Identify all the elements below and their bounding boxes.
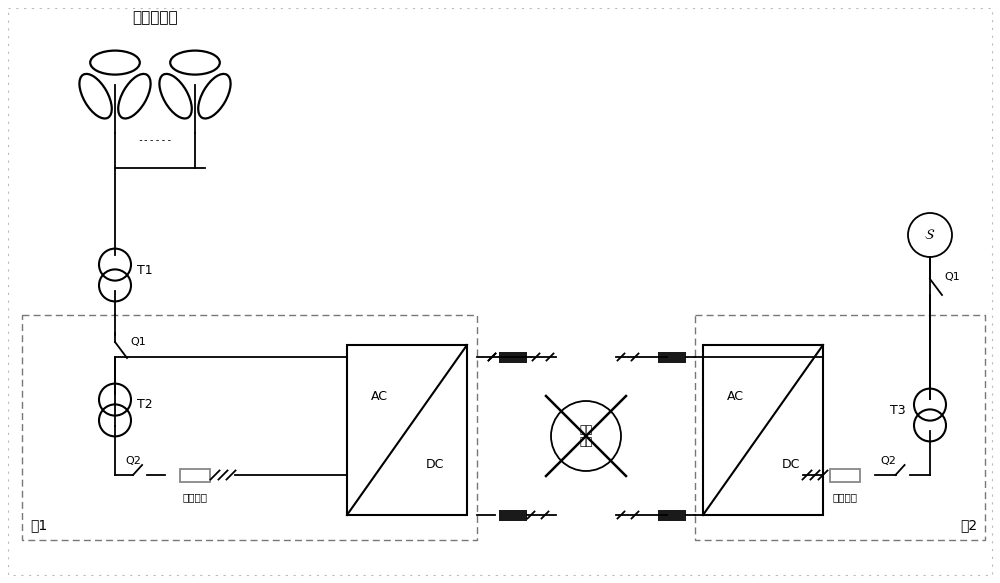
Text: T1: T1 (137, 264, 153, 276)
Bar (499, 510, 527, 521)
Text: AC: AC (371, 389, 388, 402)
Bar (658, 510, 686, 521)
Text: AC: AC (727, 389, 744, 402)
Text: $\mathcal{S}$: $\mathcal{S}$ (924, 228, 936, 242)
Text: Q2: Q2 (880, 456, 896, 466)
Text: Q1: Q1 (130, 337, 146, 347)
Bar (22, 315, 477, 540)
Text: T3: T3 (890, 403, 906, 416)
Bar (180, 469, 210, 482)
Bar (703, 345, 823, 515)
Text: 站1: 站1 (30, 518, 47, 532)
Bar (499, 352, 527, 363)
Text: DC: DC (781, 458, 800, 470)
Text: Q2: Q2 (125, 456, 141, 466)
Text: DC: DC (425, 458, 444, 470)
Bar (695, 315, 985, 540)
Bar (658, 352, 686, 363)
Text: 风力发电机: 风力发电机 (132, 10, 178, 26)
Text: ------: ------ (137, 135, 173, 145)
Text: T2: T2 (137, 399, 153, 412)
Text: 充电电阻: 充电电阻 (832, 492, 858, 502)
Text: 站2: 站2 (960, 518, 977, 532)
Bar (347, 345, 467, 515)
Text: 直流
线路: 直流 线路 (579, 425, 593, 447)
Text: 充电电阻: 充电电阻 (182, 492, 208, 502)
Text: Q1: Q1 (944, 272, 960, 282)
Bar (830, 469, 860, 482)
